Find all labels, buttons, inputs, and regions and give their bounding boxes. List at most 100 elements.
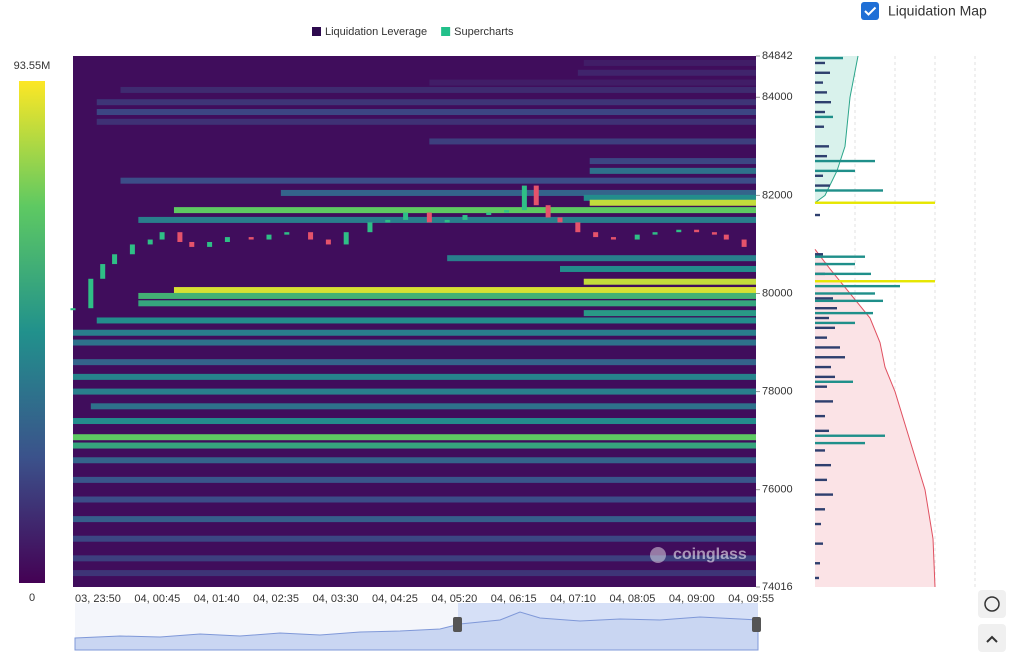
- profile-bar: [815, 414, 825, 418]
- heat-band: [96, 109, 756, 116]
- profile-curve: [814, 55, 859, 204]
- y-tick-label: 82000: [762, 189, 793, 201]
- heat-band: [96, 118, 756, 125]
- heat-band: [73, 388, 756, 395]
- candle: [557, 217, 563, 223]
- candle: [224, 237, 230, 242]
- heat-band: [73, 418, 756, 425]
- heat-band: [73, 457, 756, 464]
- heat-band: [90, 403, 756, 410]
- x-tick-label: 04, 09:55: [728, 593, 774, 605]
- heat-band: [173, 207, 756, 214]
- heatmap: [73, 59, 756, 577]
- legend-swatch: [441, 27, 451, 36]
- x-tick-label: 04, 07:10: [550, 593, 596, 605]
- profile-bar: [815, 174, 823, 177]
- profile-bar: [815, 478, 827, 482]
- profile-bar: [815, 284, 900, 288]
- profile-bar: [815, 91, 827, 94]
- profile-bar: [815, 101, 831, 104]
- candle: [308, 232, 314, 240]
- candle: [711, 232, 717, 235]
- candle: [112, 254, 118, 265]
- x-tick-label: 04, 09:00: [669, 593, 715, 605]
- heat-band: [120, 177, 756, 184]
- profile-bar: [815, 159, 875, 163]
- profile-bar: [815, 542, 823, 545]
- candles: [70, 185, 747, 311]
- heat-band: [583, 194, 756, 201]
- heat-band: [589, 167, 756, 174]
- heat-band: [96, 317, 756, 324]
- profile-bar: [815, 321, 855, 325]
- heat-band: [73, 555, 756, 562]
- profile-bar: [815, 61, 825, 65]
- colorbar: [19, 81, 45, 583]
- profile-bar: [815, 56, 843, 60]
- candle: [504, 210, 510, 213]
- heat-band: [96, 99, 756, 106]
- candle: [70, 308, 76, 311]
- heat-band: [73, 329, 756, 336]
- profile-bar: [815, 253, 823, 256]
- heat-band: [73, 359, 756, 366]
- y-tick-label: 76000: [762, 484, 793, 496]
- candle: [676, 229, 682, 233]
- heat-band: [280, 189, 756, 196]
- profile-bar: [815, 189, 883, 192]
- candle: [100, 264, 106, 279]
- checkbox-label[interactable]: Liquidation Map: [888, 3, 987, 19]
- x-tick-label: 04, 08:05: [610, 593, 656, 605]
- profile-bar: [815, 326, 835, 330]
- heat-band: [583, 59, 756, 66]
- y-tick-label: 84000: [762, 91, 793, 103]
- profile-bar: [815, 316, 829, 320]
- candle: [634, 234, 640, 240]
- y-tick-label: 80000: [762, 287, 793, 299]
- heat-band: [73, 535, 756, 542]
- candle: [462, 215, 468, 220]
- candle: [343, 232, 349, 245]
- candle: [426, 212, 432, 223]
- profile-bar: [815, 441, 865, 445]
- profile-bar: [815, 311, 873, 315]
- profile-bar: [815, 522, 821, 526]
- heat-band: [73, 516, 756, 523]
- y-tick-label: 84842: [762, 50, 793, 62]
- profile-bar: [815, 169, 855, 173]
- profile-bar: [815, 336, 827, 339]
- profile-bar: [815, 81, 823, 84]
- heat-band: [138, 300, 756, 307]
- profile-bar: [815, 576, 819, 580]
- settings-button[interactable]: [978, 590, 1006, 618]
- candle: [129, 244, 135, 255]
- checkbox[interactable]: [861, 2, 879, 20]
- navigator-handle[interactable]: [752, 617, 761, 632]
- heat-band: [447, 255, 756, 262]
- candle: [177, 232, 183, 242]
- candle: [325, 239, 331, 245]
- heat-band: [120, 86, 756, 93]
- profile-bar: [815, 184, 830, 187]
- watermark-logo: [650, 547, 666, 563]
- profile-bar: [815, 380, 853, 383]
- profile-bar: [815, 262, 855, 266]
- candle: [610, 237, 616, 240]
- heat-band: [429, 138, 756, 145]
- x-tick-label: 03, 23:50: [75, 593, 121, 605]
- profile-bar: [815, 493, 833, 496]
- heat-band: [138, 292, 756, 299]
- watermark: coinglass: [673, 546, 747, 563]
- profile-area: [815, 249, 935, 587]
- heat-band: [560, 265, 756, 272]
- navigator-handle[interactable]: [453, 617, 462, 632]
- candle: [652, 232, 658, 235]
- candle: [403, 212, 409, 220]
- profile-bar: [815, 356, 845, 359]
- candle: [266, 234, 272, 240]
- candle: [284, 232, 290, 235]
- profile-bar: [815, 125, 824, 128]
- profile-bar: [815, 463, 831, 467]
- profile-bar: [815, 154, 827, 158]
